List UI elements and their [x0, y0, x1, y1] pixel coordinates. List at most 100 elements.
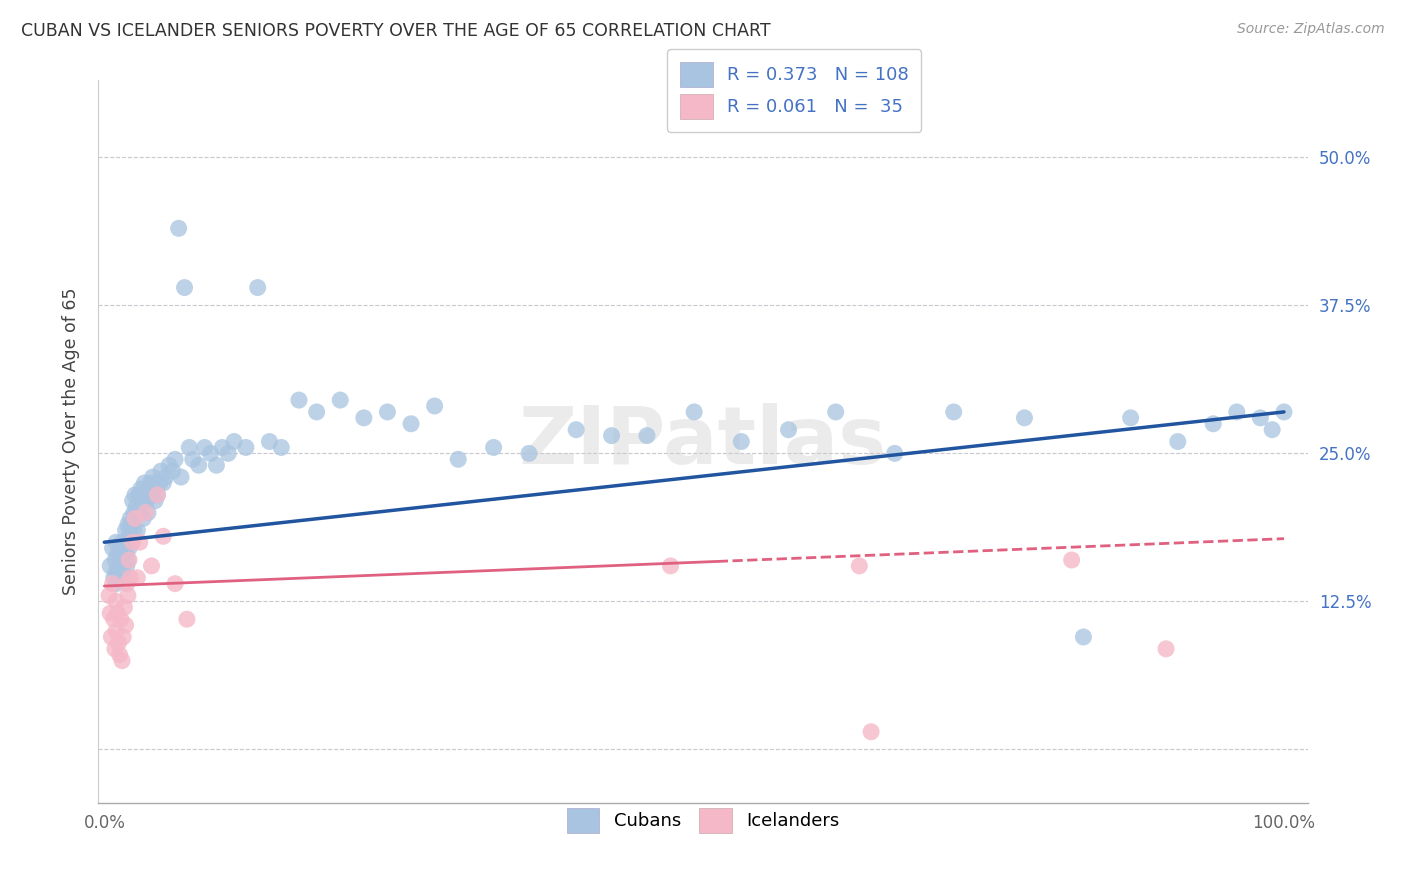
- Point: [942, 405, 965, 419]
- Point: [128, 506, 150, 520]
- Point: [482, 441, 505, 455]
- Point: [103, 612, 125, 626]
- Point: [115, 558, 138, 573]
- Point: [353, 410, 375, 425]
- Point: [157, 458, 180, 473]
- Point: [138, 482, 160, 496]
- Point: [111, 535, 134, 549]
- Point: [104, 641, 127, 656]
- Point: [105, 547, 128, 561]
- Point: [128, 535, 150, 549]
- Point: [127, 571, 149, 585]
- Point: [120, 517, 142, 532]
- Point: [659, 558, 682, 573]
- Point: [107, 558, 129, 573]
- Point: [142, 482, 165, 496]
- Point: [1060, 553, 1083, 567]
- Point: [162, 464, 184, 478]
- Point: [165, 576, 187, 591]
- Point: [165, 452, 187, 467]
- Point: [112, 558, 135, 573]
- Point: [200, 446, 222, 460]
- Point: [1014, 410, 1036, 425]
- Point: [114, 524, 136, 538]
- Point: [135, 506, 157, 520]
- Point: [117, 553, 139, 567]
- Point: [120, 529, 142, 543]
- Point: [112, 541, 135, 556]
- Point: [108, 541, 131, 556]
- Point: [447, 452, 470, 467]
- Text: CUBAN VS ICELANDER SENIORS POVERTY OVER THE AGE OF 65 CORRELATION CHART: CUBAN VS ICELANDER SENIORS POVERTY OVER …: [21, 22, 770, 40]
- Point: [134, 475, 156, 490]
- Point: [399, 417, 422, 431]
- Point: [100, 630, 122, 644]
- Point: [128, 488, 150, 502]
- Point: [121, 493, 143, 508]
- Legend: Cubans, Icelanders: Cubans, Icelanders: [554, 795, 852, 846]
- Point: [118, 524, 141, 538]
- Point: [112, 630, 135, 644]
- Point: [141, 558, 163, 573]
- Point: [101, 541, 124, 556]
- Point: [565, 423, 588, 437]
- Point: [176, 612, 198, 626]
- Text: ZIPatlas: ZIPatlas: [519, 402, 887, 481]
- Point: [117, 589, 139, 603]
- Point: [149, 464, 172, 478]
- Point: [600, 428, 623, 442]
- Point: [194, 441, 217, 455]
- Point: [111, 654, 134, 668]
- Point: [270, 441, 292, 455]
- Point: [132, 511, 155, 525]
- Point: [108, 648, 131, 662]
- Point: [883, 446, 905, 460]
- Point: [107, 636, 129, 650]
- Point: [115, 576, 138, 591]
- Point: [377, 405, 399, 419]
- Legend: R = 0.373   N = 108, R = 0.061   N =  35: R = 0.373 N = 108, R = 0.061 N = 35: [668, 49, 921, 132]
- Point: [517, 446, 540, 460]
- Point: [167, 221, 190, 235]
- Point: [288, 393, 311, 408]
- Point: [112, 547, 135, 561]
- Point: [105, 624, 128, 638]
- Point: [329, 393, 352, 408]
- Point: [1202, 417, 1225, 431]
- Point: [112, 600, 135, 615]
- Point: [145, 475, 167, 490]
- Point: [104, 553, 127, 567]
- Point: [860, 724, 883, 739]
- Point: [131, 493, 153, 508]
- Point: [114, 547, 136, 561]
- Point: [114, 618, 136, 632]
- Point: [120, 511, 142, 525]
- Point: [110, 565, 132, 579]
- Point: [141, 488, 163, 502]
- Point: [146, 488, 169, 502]
- Point: [222, 434, 245, 449]
- Point: [127, 506, 149, 520]
- Point: [170, 470, 193, 484]
- Point: [115, 535, 138, 549]
- Point: [824, 405, 846, 419]
- Point: [149, 475, 172, 490]
- Point: [124, 511, 146, 525]
- Point: [112, 571, 135, 585]
- Point: [135, 488, 157, 502]
- Point: [139, 475, 162, 490]
- Point: [235, 441, 257, 455]
- Point: [121, 535, 143, 549]
- Point: [108, 571, 131, 585]
- Point: [778, 423, 800, 437]
- Point: [1119, 410, 1142, 425]
- Point: [117, 517, 139, 532]
- Point: [105, 594, 128, 608]
- Point: [155, 470, 177, 484]
- Point: [111, 571, 134, 585]
- Point: [118, 553, 141, 567]
- Point: [142, 470, 165, 484]
- Point: [205, 458, 228, 473]
- Point: [848, 558, 870, 573]
- Point: [135, 493, 157, 508]
